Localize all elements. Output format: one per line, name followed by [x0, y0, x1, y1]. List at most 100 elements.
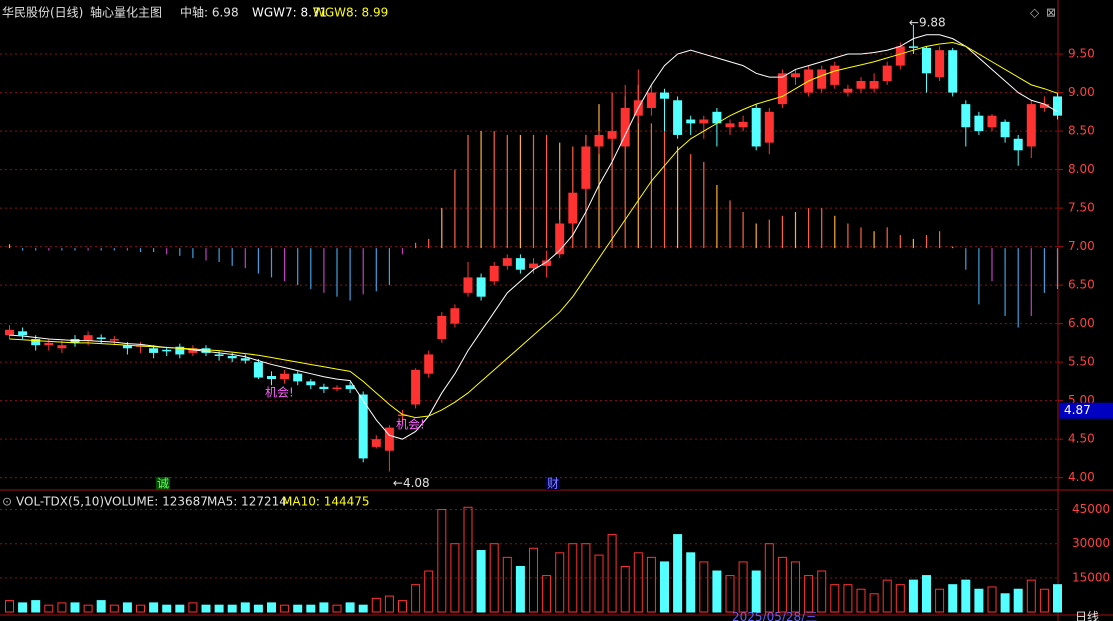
volume-bar	[961, 579, 971, 613]
candle-body	[725, 123, 735, 128]
volume-bar	[5, 600, 14, 613]
volume-bar	[411, 584, 421, 613]
candle-body	[175, 346, 185, 355]
volume-bar	[1053, 584, 1062, 613]
diamond-icon[interactable]: ◇	[1030, 6, 1040, 20]
volume-bar	[398, 600, 407, 613]
y-tick-label: 8.00	[1068, 162, 1095, 176]
volume-bar	[463, 506, 473, 613]
candle-body	[660, 92, 669, 99]
candle-body	[332, 387, 342, 390]
candle-body	[122, 345, 132, 349]
volume-stat: VOLUME: 123687	[104, 495, 208, 509]
volume-bar	[1000, 593, 1010, 613]
volume-bar	[673, 534, 683, 613]
candle-body	[371, 439, 381, 447]
y-tick-label: 7.50	[1068, 201, 1095, 215]
candle-body	[1013, 138, 1023, 151]
candle-body	[764, 111, 774, 143]
candle-body	[607, 131, 617, 139]
y-tick-label: 45000	[1072, 502, 1110, 516]
candle-body	[109, 339, 119, 341]
legend-wgw7: WGW7: 8.71	[252, 6, 327, 20]
candle-body	[686, 119, 696, 124]
volume-bar	[607, 534, 617, 613]
y-tick-label: 8.50	[1068, 124, 1095, 138]
volume-bar	[44, 604, 54, 613]
candle-body	[476, 277, 486, 297]
volume-bar	[371, 597, 381, 613]
candle-body	[594, 134, 604, 147]
volume-bar	[267, 602, 276, 613]
candle-body	[411, 369, 421, 405]
volume-bar	[31, 600, 41, 613]
candle-body	[987, 115, 997, 128]
close-icon[interactable]: ⊠	[1046, 6, 1056, 20]
volume-bar	[908, 579, 918, 613]
volume-bar	[974, 588, 984, 613]
candle-body	[384, 427, 394, 451]
volume-bar	[1039, 588, 1049, 613]
annotation: 机会!	[396, 418, 425, 432]
center-label: 中轴: 6.98	[180, 5, 239, 20]
volume-bar	[96, 600, 106, 613]
candle-body	[201, 348, 211, 353]
volume-bar	[1013, 588, 1023, 613]
candle-body	[96, 337, 106, 340]
y-tick-label: 6.50	[1068, 278, 1095, 292]
volume-bar	[109, 604, 119, 613]
volume-bar	[188, 602, 198, 613]
candle-body	[1039, 104, 1049, 108]
volume-bar	[830, 584, 840, 613]
volume-bar	[987, 586, 997, 613]
candle-body	[515, 258, 525, 270]
collapse-icon[interactable]: ⊙	[2, 495, 12, 509]
y-tick-label: 9.00	[1068, 85, 1095, 99]
volume-bar	[764, 543, 774, 613]
volume-bar	[240, 602, 250, 613]
y-tick-label: 6.00	[1068, 316, 1095, 330]
volume-bar	[791, 561, 800, 613]
price-tag	[1059, 402, 1113, 419]
low-label: ←4.08	[393, 476, 430, 490]
candle-body	[162, 349, 172, 352]
volume-bar	[136, 604, 145, 613]
candle-body	[267, 376, 276, 380]
candle-body	[398, 414, 407, 417]
legend-wgw8: WGW8: 8.99	[313, 6, 388, 20]
volume-bar	[83, 604, 93, 613]
volume-bar	[856, 588, 866, 613]
volume-bar	[594, 554, 604, 613]
candle-body	[306, 381, 316, 386]
volume-bar	[555, 552, 565, 613]
candle-body	[437, 315, 447, 340]
marker-box	[156, 477, 170, 490]
candle-body	[188, 348, 198, 353]
marker: 财	[547, 477, 559, 491]
volume-bar	[201, 604, 211, 613]
candle-body	[489, 265, 499, 282]
candle-body	[5, 329, 14, 336]
volume-bar	[895, 584, 905, 613]
volume-bar	[162, 604, 172, 613]
candle-body	[1000, 121, 1010, 138]
candle-body	[240, 358, 250, 361]
volume-bar	[319, 602, 329, 613]
y-tick-label: 15000	[1072, 570, 1110, 584]
date-label: 2025/05/28/三	[732, 610, 817, 621]
volume-bar	[57, 602, 67, 613]
candle-body	[83, 335, 93, 341]
volume-bar	[306, 604, 316, 613]
candle-body	[149, 348, 159, 353]
candle-body	[974, 115, 984, 132]
candle-body	[227, 355, 237, 359]
volume-bar	[227, 604, 237, 613]
y-tick-label: 30000	[1072, 536, 1110, 550]
candle-body	[673, 100, 683, 135]
volume-bar	[882, 579, 892, 613]
volume-bar	[122, 602, 132, 613]
candle-body	[57, 345, 67, 349]
candle-body	[856, 81, 866, 89]
